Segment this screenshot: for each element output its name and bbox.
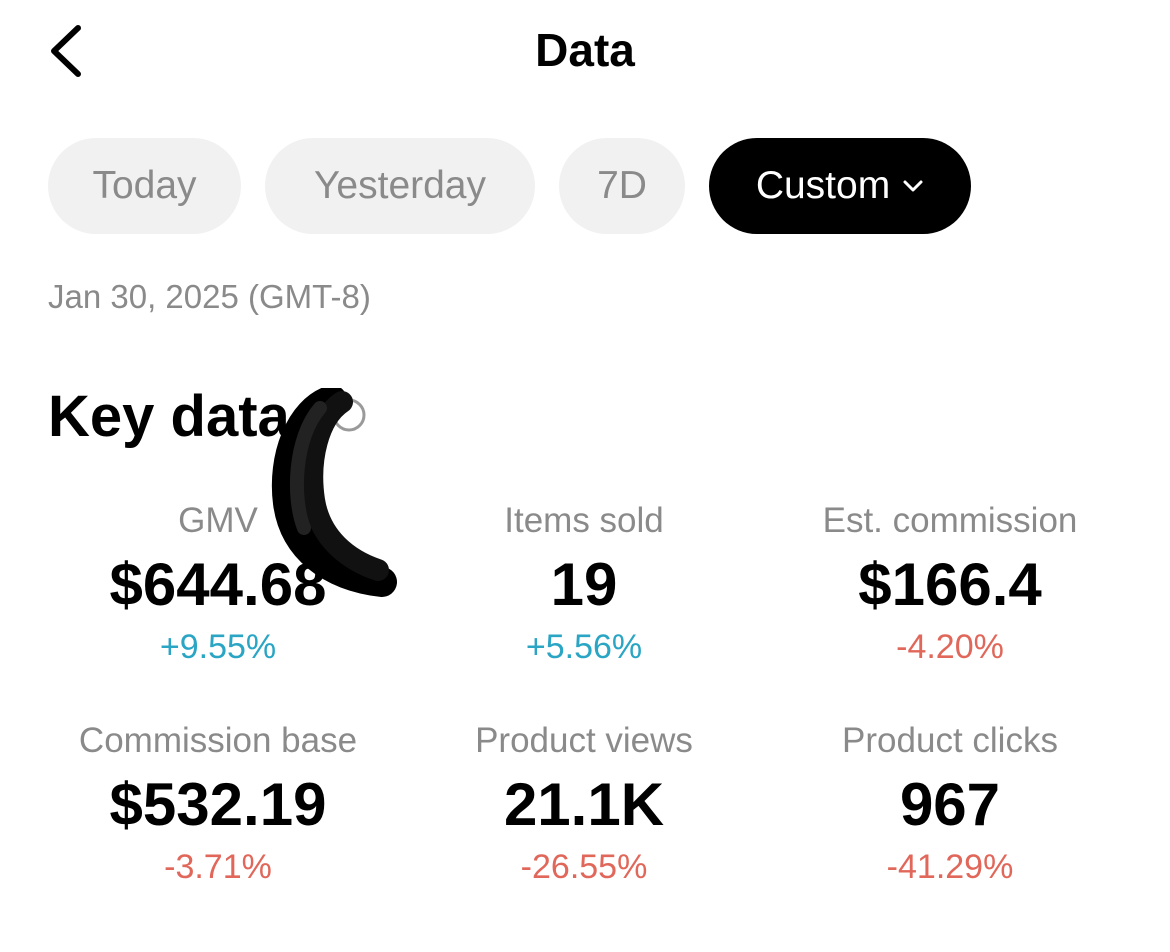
filter-custom-label: Custom xyxy=(755,164,891,207)
metric-value: 21.1K xyxy=(503,771,665,838)
metric-label: Est. commission xyxy=(822,501,1078,540)
back-button[interactable] xyxy=(44,22,94,80)
metric-label: GMV xyxy=(178,501,258,540)
metric-change: +5.56% xyxy=(525,628,643,666)
metric-label: Items sold xyxy=(504,501,664,540)
metric-value: 19 xyxy=(550,551,618,618)
filter-yesterday[interactable]: Yesterday xyxy=(265,138,535,234)
metric-label: Product views xyxy=(475,721,693,760)
date-range-label: Jan 30, 2025 (GMT-8) xyxy=(48,278,371,315)
key-data-title: Key data xyxy=(48,384,290,449)
metric-change: +9.55% xyxy=(159,628,277,666)
metric-change: -3.71% xyxy=(164,848,272,886)
metric-gmv: GMV $644.68 +9.55% xyxy=(28,500,408,668)
filter-7d[interactable]: 7D xyxy=(559,138,685,234)
chevron-left-icon xyxy=(51,25,81,77)
metric-product-views: Product views 21.1K -26.55% xyxy=(394,720,774,888)
metric-value: 967 xyxy=(899,771,1001,838)
metric-change: -4.20% xyxy=(896,628,1004,666)
metric-value: $166.4 xyxy=(858,551,1042,618)
chevron-down-icon xyxy=(903,180,923,192)
metric-value: $644.68 xyxy=(109,551,327,618)
metric-est-commission: Est. commission $166.4 -4.20% xyxy=(760,500,1140,668)
metric-label: Product clicks xyxy=(842,721,1058,760)
metric-items-sold: Items sold 19 +5.56% xyxy=(394,500,774,668)
filter-today[interactable]: Today xyxy=(48,138,241,234)
metric-label: Commission base xyxy=(78,721,358,760)
metric-commission-base: Commission base $532.19 -3.71% xyxy=(28,720,408,888)
metric-product-clicks: Product clicks 967 -41.29% xyxy=(760,720,1140,888)
metric-change: -41.29% xyxy=(886,848,1014,886)
filter-custom[interactable]: Custom xyxy=(709,138,971,234)
metric-change: -26.55% xyxy=(520,848,648,886)
page-title: Data xyxy=(535,24,635,76)
metric-value: $532.19 xyxy=(109,771,327,838)
redaction-scribble xyxy=(271,388,397,597)
